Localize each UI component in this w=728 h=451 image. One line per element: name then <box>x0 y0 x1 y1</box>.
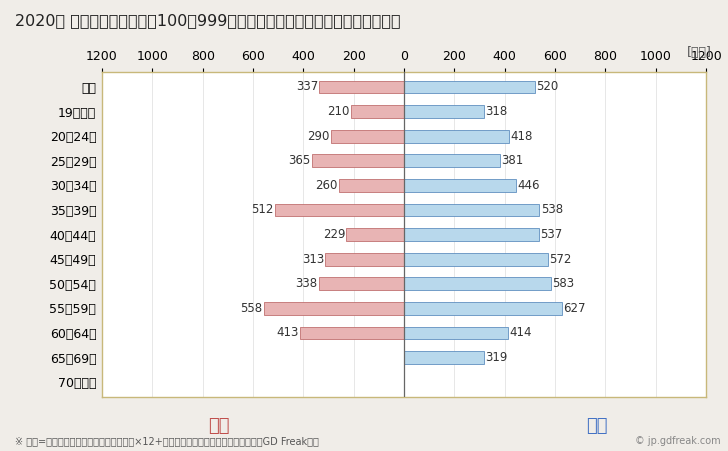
Bar <box>404 130 510 143</box>
Text: 318: 318 <box>486 105 507 118</box>
Text: 男性: 男性 <box>586 417 608 435</box>
Text: [万円]: [万円] <box>687 46 712 59</box>
Bar <box>351 105 404 118</box>
Bar <box>347 228 404 241</box>
Text: 365: 365 <box>288 154 311 167</box>
Text: 290: 290 <box>307 129 330 143</box>
Bar <box>404 228 539 241</box>
Bar <box>404 327 508 339</box>
Text: 337: 337 <box>296 80 318 93</box>
Text: 2020年 民間企業（従業者数100〜999人）フルタイム労働者の男女別平均年収: 2020年 民間企業（従業者数100〜999人）フルタイム労働者の男女別平均年収 <box>15 14 400 28</box>
Text: ※ 年収=「きまって支給する現金給与額」×12+「年間賞与その他特別給与額」としてGD Freak推計: ※ 年収=「きまって支給する現金給与額」×12+「年間賞与その他特別給与額」とし… <box>15 437 318 446</box>
Bar <box>275 203 404 216</box>
Bar <box>404 203 539 216</box>
Bar <box>404 179 516 192</box>
Bar <box>404 277 551 290</box>
Text: 627: 627 <box>563 302 585 315</box>
Bar <box>339 179 404 192</box>
Text: 446: 446 <box>518 179 540 192</box>
Text: 210: 210 <box>328 105 350 118</box>
Bar <box>319 277 404 290</box>
Text: 260: 260 <box>315 179 337 192</box>
Text: 418: 418 <box>510 129 533 143</box>
Bar <box>404 81 535 93</box>
Text: 女性: 女性 <box>207 417 229 435</box>
Text: 381: 381 <box>501 154 523 167</box>
Text: 414: 414 <box>510 327 532 340</box>
Bar <box>404 302 562 315</box>
Bar <box>331 130 404 143</box>
Bar <box>404 253 548 266</box>
Bar <box>325 253 404 266</box>
Text: 313: 313 <box>301 253 324 266</box>
Bar <box>404 154 500 167</box>
Bar <box>404 105 484 118</box>
Text: 229: 229 <box>323 228 345 241</box>
Text: 572: 572 <box>550 253 571 266</box>
Bar <box>312 154 404 167</box>
Bar <box>300 327 404 339</box>
Text: 538: 538 <box>541 203 563 216</box>
Text: 583: 583 <box>552 277 574 290</box>
Text: © jp.gdfreak.com: © jp.gdfreak.com <box>635 437 721 446</box>
Text: 319: 319 <box>486 351 508 364</box>
Text: 413: 413 <box>277 327 298 340</box>
Text: 512: 512 <box>251 203 274 216</box>
Bar <box>319 81 404 93</box>
Text: 520: 520 <box>537 80 558 93</box>
Text: 537: 537 <box>540 228 563 241</box>
Bar <box>264 302 404 315</box>
Text: 558: 558 <box>240 302 262 315</box>
Bar <box>404 351 484 364</box>
Text: 338: 338 <box>296 277 317 290</box>
